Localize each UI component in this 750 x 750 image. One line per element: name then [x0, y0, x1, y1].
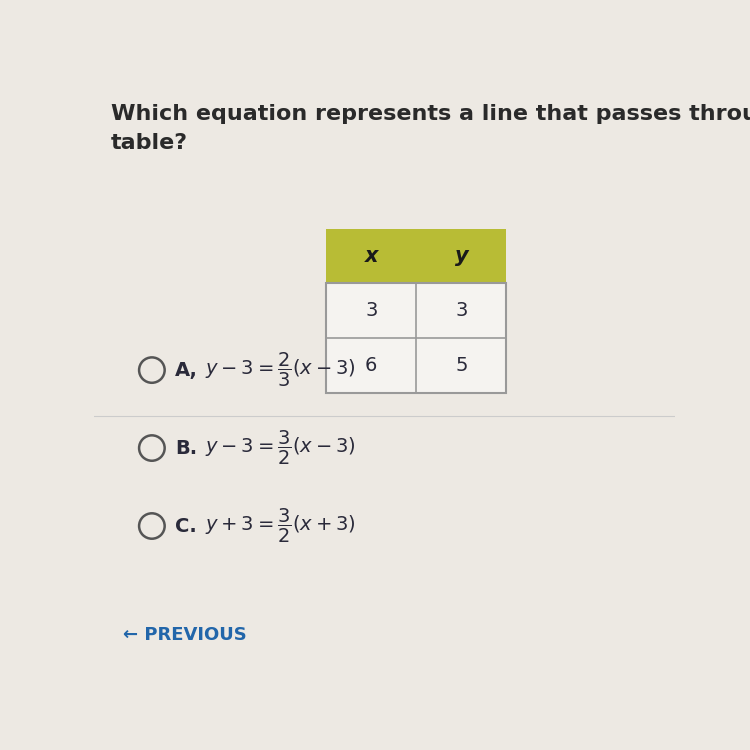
Text: B.: B.: [175, 439, 197, 458]
Text: C.: C.: [175, 517, 196, 536]
Text: A,: A,: [175, 361, 198, 380]
FancyBboxPatch shape: [326, 229, 506, 284]
Text: $y-3=\dfrac{3}{2}(x-3)$: $y-3=\dfrac{3}{2}(x-3)$: [206, 429, 356, 467]
Text: x: x: [364, 246, 378, 266]
Text: y: y: [454, 246, 468, 266]
FancyBboxPatch shape: [326, 284, 506, 338]
Text: 5: 5: [455, 356, 468, 375]
Text: ← PREVIOUS: ← PREVIOUS: [123, 626, 247, 644]
Text: $y+3=\dfrac{3}{2}(x+3)$: $y+3=\dfrac{3}{2}(x+3)$: [206, 507, 356, 545]
Text: Which equation represents a line that passes through the two: Which equation represents a line that pa…: [111, 104, 750, 125]
Text: 3: 3: [365, 302, 377, 320]
Text: $y-3=\dfrac{2}{3}(x-3)$: $y-3=\dfrac{2}{3}(x-3)$: [206, 351, 356, 389]
Text: 3: 3: [455, 302, 467, 320]
FancyBboxPatch shape: [326, 338, 506, 393]
Text: 6: 6: [365, 356, 377, 375]
Text: table?: table?: [111, 134, 188, 153]
